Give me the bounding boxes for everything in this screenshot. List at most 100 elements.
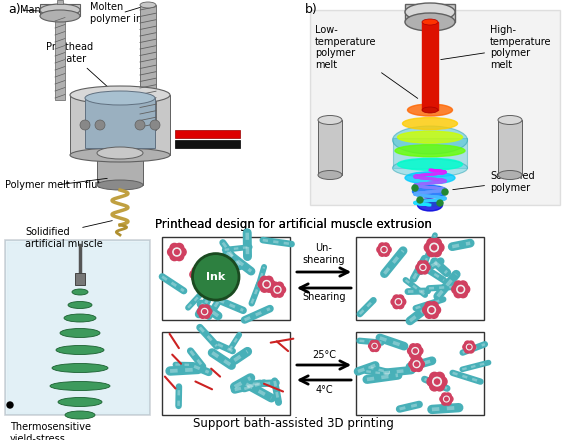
Circle shape xyxy=(178,248,186,257)
Circle shape xyxy=(383,249,389,256)
Ellipse shape xyxy=(413,185,448,198)
Ellipse shape xyxy=(403,117,458,129)
Bar xyxy=(422,22,438,110)
Circle shape xyxy=(274,286,281,293)
Bar xyxy=(162,332,290,415)
Circle shape xyxy=(258,280,266,288)
Circle shape xyxy=(463,344,469,350)
Circle shape xyxy=(379,249,386,256)
Circle shape xyxy=(260,276,268,285)
Circle shape xyxy=(413,349,417,353)
Circle shape xyxy=(219,287,224,293)
Text: Printhead design for artificial muscle extrusion: Printhead design for artificial muscle e… xyxy=(155,218,431,231)
Circle shape xyxy=(222,271,229,278)
Circle shape xyxy=(438,377,447,386)
Text: Un-
shearing: Un- shearing xyxy=(303,243,345,265)
Circle shape xyxy=(458,287,463,292)
Circle shape xyxy=(393,301,400,308)
Circle shape xyxy=(395,299,401,305)
Bar xyxy=(318,120,342,175)
Ellipse shape xyxy=(318,171,342,180)
Circle shape xyxy=(196,267,205,275)
Circle shape xyxy=(193,253,239,300)
Circle shape xyxy=(226,271,233,278)
Circle shape xyxy=(457,286,465,293)
Text: Shearing: Shearing xyxy=(302,292,346,302)
Circle shape xyxy=(435,381,444,391)
Circle shape xyxy=(199,271,207,279)
Ellipse shape xyxy=(65,411,95,419)
Circle shape xyxy=(373,341,379,346)
Circle shape xyxy=(459,281,468,290)
Circle shape xyxy=(175,249,179,254)
Circle shape xyxy=(271,282,280,290)
Circle shape xyxy=(95,120,105,130)
Circle shape xyxy=(469,344,476,350)
Circle shape xyxy=(222,265,229,272)
Bar xyxy=(140,5,156,130)
Circle shape xyxy=(197,308,205,315)
Circle shape xyxy=(219,293,224,299)
Circle shape xyxy=(415,347,423,355)
Circle shape xyxy=(220,268,227,275)
Ellipse shape xyxy=(70,148,170,162)
Circle shape xyxy=(434,379,440,384)
Circle shape xyxy=(170,243,179,252)
Circle shape xyxy=(417,197,423,203)
Circle shape xyxy=(423,306,431,314)
Circle shape xyxy=(203,310,206,313)
Circle shape xyxy=(427,247,436,257)
Circle shape xyxy=(381,246,387,253)
Circle shape xyxy=(442,189,448,195)
Bar xyxy=(55,15,65,100)
Circle shape xyxy=(416,264,423,271)
Circle shape xyxy=(276,282,284,290)
Ellipse shape xyxy=(68,301,92,308)
Circle shape xyxy=(224,268,230,275)
Circle shape xyxy=(445,397,448,401)
Circle shape xyxy=(427,238,436,248)
Text: Low-
temperature
polymer
melt: Low- temperature polymer melt xyxy=(315,25,418,99)
Circle shape xyxy=(420,264,426,271)
Circle shape xyxy=(421,261,428,268)
Circle shape xyxy=(423,264,430,271)
Circle shape xyxy=(437,200,443,206)
Text: Solidified
polymer: Solidified polymer xyxy=(453,171,534,193)
Circle shape xyxy=(265,276,273,285)
Ellipse shape xyxy=(140,2,156,8)
Ellipse shape xyxy=(60,329,100,337)
Ellipse shape xyxy=(40,10,80,22)
Circle shape xyxy=(228,268,234,275)
Circle shape xyxy=(217,290,223,296)
Ellipse shape xyxy=(50,381,110,391)
Circle shape xyxy=(175,252,184,260)
Circle shape xyxy=(397,295,404,302)
Circle shape xyxy=(393,295,400,302)
Circle shape xyxy=(196,274,205,282)
Circle shape xyxy=(203,305,210,312)
Circle shape xyxy=(369,343,374,349)
Ellipse shape xyxy=(498,171,522,180)
Circle shape xyxy=(414,351,421,358)
Circle shape xyxy=(465,341,471,347)
Circle shape xyxy=(466,344,472,350)
Circle shape xyxy=(278,286,285,293)
Circle shape xyxy=(427,377,437,386)
Circle shape xyxy=(260,284,268,292)
Bar xyxy=(310,10,560,205)
Circle shape xyxy=(264,282,269,286)
Circle shape xyxy=(465,347,471,353)
Text: Mandrel: Mandrel xyxy=(20,5,59,15)
Text: b): b) xyxy=(305,3,318,16)
Circle shape xyxy=(173,248,181,256)
Circle shape xyxy=(430,310,438,318)
Circle shape xyxy=(195,271,202,278)
Text: Solidified
artificial muscle: Solidified artificial muscle xyxy=(25,227,103,249)
Circle shape xyxy=(468,347,474,353)
Bar xyxy=(75,273,85,285)
Ellipse shape xyxy=(498,116,522,125)
Circle shape xyxy=(411,364,418,371)
Ellipse shape xyxy=(85,91,155,105)
Circle shape xyxy=(379,243,386,250)
Circle shape xyxy=(267,280,275,288)
